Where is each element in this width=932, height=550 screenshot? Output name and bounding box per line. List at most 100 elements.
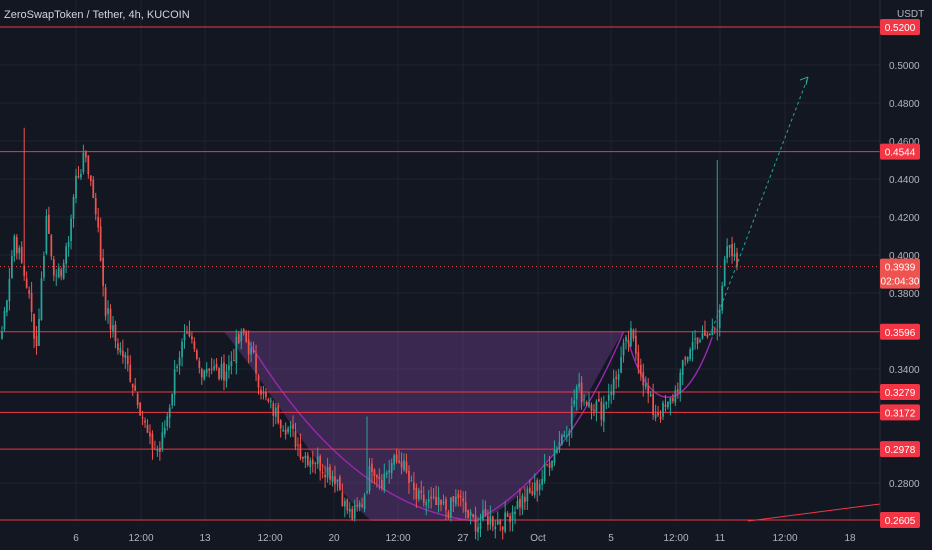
candle-body [200,368,203,378]
candle-body [247,339,250,355]
candle-body [245,331,248,342]
candlesticks [1,127,738,541]
candle-body [129,364,132,382]
candle-body [70,218,72,241]
x-tick-label: 12:00 [385,533,410,544]
candle-body [548,462,551,469]
candle-body [622,342,625,356]
support-trendline [747,503,881,522]
level-tag [880,383,920,400]
candle-body [8,278,11,302]
candle-body [477,527,479,533]
level-tag [880,323,920,340]
target-arrow-head [799,76,809,86]
candle-body [590,404,593,411]
candle-body [573,400,576,405]
y-tick-label: 0.4400 [889,175,920,186]
x-tick-label: 11 [715,533,726,544]
candle-body [398,460,400,463]
level-tag-label: 0.2605 [885,516,916,527]
candle-body [43,255,45,278]
candle-body [158,447,161,452]
candle-body [316,456,319,465]
cup-right-curve [475,331,625,522]
candle-body [430,496,433,499]
candle-body [524,496,526,502]
candle-body [267,399,270,402]
y-tick-label: 0.2800 [889,479,920,490]
candle-body [134,385,137,391]
candle-body [491,516,494,527]
candle-body [67,241,70,247]
candle-body [297,444,299,446]
chart-title: ZeroSwapToken / Tether, 4h, KUCOIN [4,9,190,21]
candle-body [667,401,669,408]
y-tick-label: 0.5000 [889,61,920,72]
candle-body [80,173,82,178]
candle-body [173,369,176,395]
current-price-tag [880,258,920,289]
y-tick-label: 0.4200 [889,213,920,224]
candle-body [474,515,477,532]
candle-body [403,460,405,471]
candle-body [662,402,664,417]
candle-body [186,332,188,334]
candle-body [25,278,28,288]
candle-body [178,357,181,366]
candle-body [413,482,415,490]
candle-body [331,476,334,482]
candle-body [55,275,58,277]
y-tick-label: 0.4600 [889,137,920,148]
x-tick-labels: 6 12:00 13 12:00 20 12:00 27 Oct 5 12:00 11 12:00 18 [73,533,856,544]
candle-body [383,473,386,491]
candle-body [23,265,26,276]
candle-body [578,383,581,388]
candle-body [161,432,164,450]
candle-body [40,278,43,321]
candle-body [686,356,689,362]
candle-body [706,333,709,337]
candle-body [659,416,662,420]
level-tag [880,19,920,35]
candle-body [139,402,141,416]
x-tick-label: 12:00 [772,533,797,544]
candle-body [33,313,35,339]
candle-body [487,516,489,525]
candle-body [674,390,677,403]
candle-body [479,522,482,529]
candle-body [149,432,151,437]
candle-body [195,350,198,359]
candle-body [107,308,109,314]
candle-body [694,338,696,340]
candle-body [304,455,307,459]
level-tag [880,143,920,160]
candle-body [277,405,280,423]
candle-body [595,401,598,413]
x-tick-label: 18 [844,533,856,544]
candle-body [484,509,487,515]
candle-body [361,504,363,507]
candle-body [709,333,711,336]
candle-body [669,397,672,405]
candle-body [602,403,605,422]
candle-body [358,503,361,507]
candle-body [425,502,428,506]
candle-body [511,511,514,521]
y-tick-label: 0.4000 [889,251,920,262]
candle-body [136,393,139,406]
candle-body [541,478,544,485]
candle-body [380,479,383,489]
candle-body [494,526,497,530]
candle-body [514,511,516,514]
candle-body [605,402,608,404]
candle-body [647,385,650,394]
candle-body [363,495,366,510]
candle-body [593,409,595,411]
candle-body [287,428,289,433]
candle-body [442,501,445,504]
x-tick-label: 12:00 [128,533,153,544]
candle-body [353,505,356,519]
candle-body [117,343,119,351]
